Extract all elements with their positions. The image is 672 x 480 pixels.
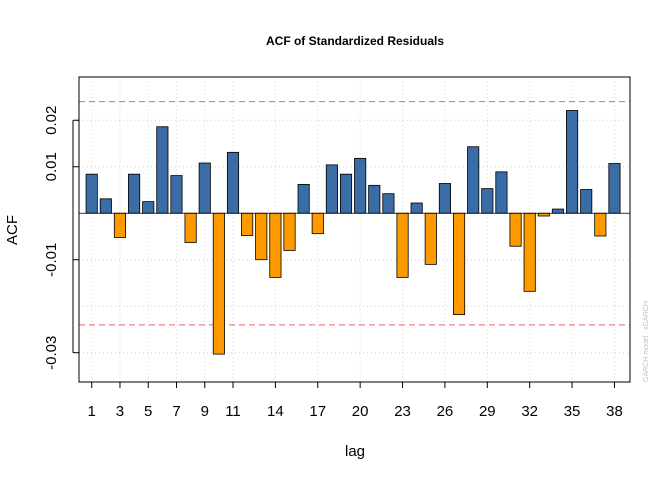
acf-bar — [566, 110, 579, 214]
y-tick-label: 0.02 — [43, 106, 60, 135]
y-axis-label: ACF — [4, 215, 21, 245]
acf-bar — [537, 212, 550, 217]
acf-bar — [410, 202, 423, 214]
acf-bar — [297, 184, 310, 214]
chart-title: ACF of Standardized Residuals — [266, 34, 444, 48]
acf-bar — [481, 188, 494, 214]
acf-bar — [255, 212, 268, 261]
bars — [85, 110, 621, 355]
confidence-bounds — [79, 101, 630, 326]
x-tick-label: 29 — [479, 403, 496, 420]
x-tick-label: 11 — [225, 403, 241, 420]
acf-bar — [311, 212, 324, 235]
acf-bar — [382, 193, 395, 214]
acf-bar — [523, 212, 536, 292]
x-tick-label: 32 — [521, 403, 538, 420]
acf-bar — [142, 201, 155, 214]
acf-bar — [241, 212, 254, 236]
y-tick-label: -0.01 — [43, 243, 60, 277]
acf-bar — [226, 151, 240, 214]
x-tick-label: 23 — [394, 403, 411, 420]
y-tick-label: -0.03 — [43, 336, 60, 370]
x-tick-label: 14 — [267, 403, 284, 420]
x-tick-label: 7 — [172, 403, 180, 420]
acf-bar — [551, 208, 564, 214]
acf-bar — [128, 173, 141, 214]
x-tick-label: 35 — [564, 403, 581, 420]
x-tick-label: 17 — [309, 403, 326, 420]
acf-bar — [396, 212, 409, 278]
acf-bar — [325, 164, 338, 214]
acf-bar — [452, 212, 466, 315]
acf-bar — [467, 146, 480, 214]
grid — [79, 77, 630, 382]
x-tick-label: 9 — [201, 403, 209, 420]
acf-bar — [184, 212, 197, 243]
acf-bar — [368, 184, 381, 214]
x-tick-label: 20 — [352, 403, 369, 420]
acf-bar — [424, 212, 437, 265]
acf-bar — [509, 212, 522, 247]
acf-bar — [85, 173, 98, 214]
acf-bar — [438, 183, 451, 214]
acf-bar — [580, 189, 593, 214]
watermark-text: GARCH model : sGARCH — [643, 301, 650, 382]
y-tick-label: 0.01 — [43, 152, 60, 181]
acf-bar — [283, 212, 296, 251]
x-axis-label: lag — [345, 443, 365, 460]
acf-bar — [339, 173, 353, 214]
x-axis: 1 3 5 7 9 11 14 17 20 23 26 29 32 35 38 — [88, 382, 623, 420]
acf-bar — [594, 212, 607, 237]
acf-bar — [269, 212, 282, 278]
acf-bar — [99, 198, 112, 214]
x-tick-label: 38 — [606, 403, 623, 420]
acf-bar — [156, 126, 169, 214]
x-tick-label: 3 — [116, 403, 124, 420]
acf-bar — [198, 162, 211, 214]
acf-bar — [113, 212, 127, 238]
x-tick-label: 1 — [88, 403, 96, 420]
acf-bar — [354, 157, 367, 214]
acf-bar — [170, 175, 183, 214]
x-tick-label: 5 — [144, 403, 152, 420]
acf-bar — [608, 163, 621, 214]
acf-bar — [212, 212, 225, 355]
y-axis: -0.03 -0.01 0.01 0.02 — [43, 106, 79, 370]
x-tick-label: 26 — [437, 403, 454, 420]
acf-bar — [495, 171, 508, 214]
plot-frame — [78, 76, 631, 383]
